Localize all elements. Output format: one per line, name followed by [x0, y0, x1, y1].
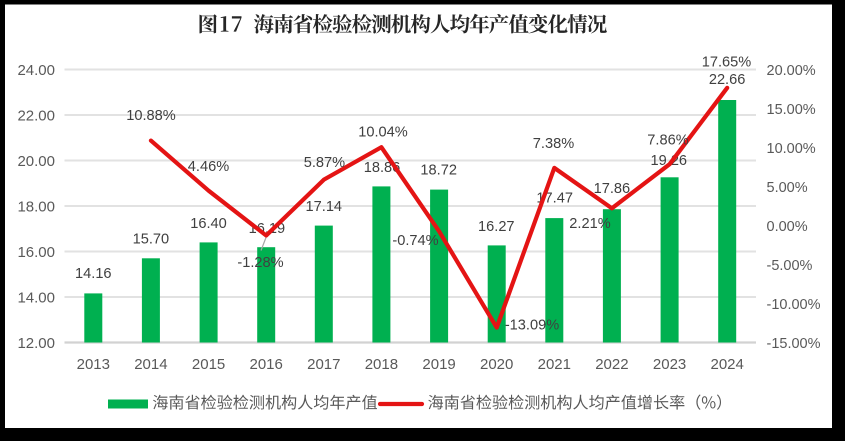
- svg-text:5.00%: 5.00%: [767, 180, 808, 196]
- svg-text:2015: 2015: [192, 356, 225, 373]
- svg-text:18.00: 18.00: [17, 198, 55, 215]
- svg-text:-15.00%: -15.00%: [767, 336, 821, 352]
- svg-text:2013: 2013: [77, 356, 110, 373]
- svg-text:10.04%: 10.04%: [358, 125, 408, 141]
- svg-text:2018: 2018: [365, 356, 398, 373]
- svg-text:14.00: 14.00: [17, 289, 55, 306]
- svg-text:10.00%: 10.00%: [767, 141, 816, 157]
- svg-text:2020: 2020: [480, 356, 513, 373]
- svg-text:20.00%: 20.00%: [767, 63, 816, 79]
- svg-text:7.38%: 7.38%: [533, 136, 574, 152]
- svg-text:-5.00%: -5.00%: [767, 258, 813, 274]
- svg-text:15.70: 15.70: [133, 232, 170, 248]
- svg-text:17.14: 17.14: [306, 199, 343, 215]
- svg-text:17.65%: 17.65%: [702, 55, 752, 71]
- svg-text:4.46%: 4.46%: [188, 159, 229, 175]
- svg-text:0.00%: 0.00%: [767, 219, 808, 235]
- svg-text:18.72: 18.72: [420, 162, 457, 178]
- svg-text:2.21%: 2.21%: [569, 216, 610, 232]
- svg-text:16.00: 16.00: [17, 244, 55, 261]
- svg-text:19.26: 19.26: [651, 153, 688, 169]
- svg-text:12.00: 12.00: [17, 335, 55, 352]
- svg-text:15.00%: 15.00%: [767, 102, 816, 118]
- svg-text:22.00: 22.00: [17, 107, 55, 124]
- svg-text:10.88%: 10.88%: [126, 108, 176, 124]
- svg-text:24.00: 24.00: [17, 62, 55, 79]
- svg-text:2023: 2023: [653, 356, 686, 373]
- svg-text:17.86: 17.86: [594, 181, 631, 197]
- svg-text:-0.74%: -0.74%: [392, 233, 438, 249]
- svg-text:14.16: 14.16: [75, 266, 112, 282]
- svg-text:2016: 2016: [250, 356, 283, 373]
- svg-text:2024: 2024: [711, 356, 744, 373]
- svg-text:2019: 2019: [422, 356, 455, 373]
- svg-text:22.66: 22.66: [709, 72, 746, 88]
- svg-text:5.87%: 5.87%: [304, 155, 345, 171]
- svg-text:2014: 2014: [134, 356, 167, 373]
- svg-text:-1.28%: -1.28%: [237, 255, 283, 271]
- svg-text:20.00: 20.00: [17, 153, 55, 170]
- svg-text:16.40: 16.40: [190, 216, 227, 232]
- svg-text:2021: 2021: [538, 356, 571, 373]
- svg-text:16.27: 16.27: [478, 219, 515, 235]
- svg-text:2022: 2022: [595, 356, 628, 373]
- svg-text:2017: 2017: [307, 356, 340, 373]
- svg-text:-13.09%: -13.09%: [505, 318, 559, 334]
- svg-text:-10.00%: -10.00%: [767, 297, 821, 313]
- svg-text:7.86%: 7.86%: [647, 133, 688, 149]
